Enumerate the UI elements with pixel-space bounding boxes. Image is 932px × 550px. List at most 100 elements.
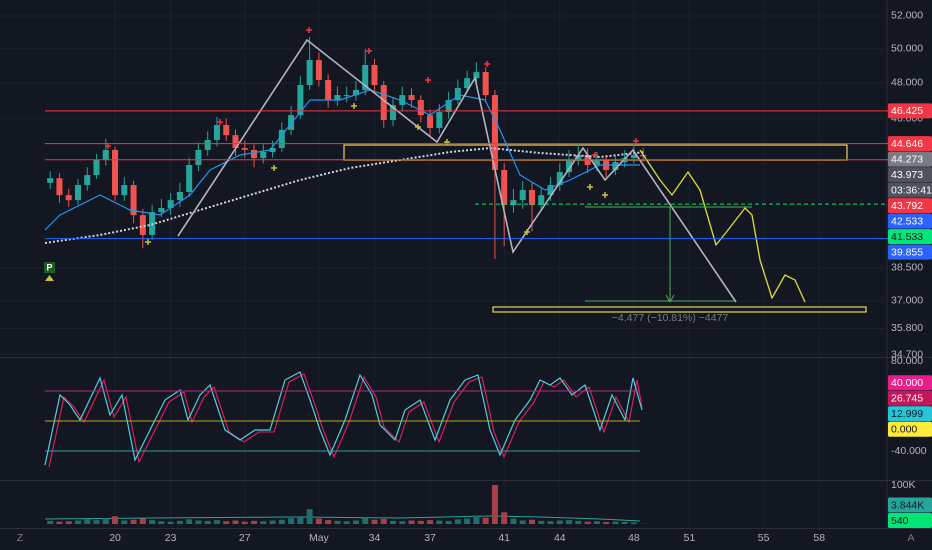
candle-body	[519, 189, 526, 201]
candle-body	[510, 200, 517, 205]
candle-body	[343, 95, 350, 97]
candle-body	[445, 100, 452, 113]
price-tag-label: 41.533	[891, 231, 923, 243]
x-tick-label: 23	[165, 532, 177, 544]
volume-bar	[464, 518, 471, 524]
volume-bar	[306, 509, 313, 524]
candle-body	[204, 139, 211, 150]
volume-bar	[612, 521, 619, 524]
y-tick-label: 35.800	[891, 322, 923, 334]
candle-body	[130, 185, 137, 216]
y-tick-label: 34.700	[891, 348, 923, 360]
candle-body	[464, 78, 471, 89]
volume-bar	[278, 519, 285, 524]
candle-body	[417, 100, 424, 116]
candle-body	[288, 115, 295, 130]
volume-bar	[491, 484, 498, 524]
volume-bar	[584, 521, 591, 524]
fractal-high	[105, 27, 639, 158]
candle-body	[408, 95, 415, 101]
price-tag-label: 0.000	[891, 424, 917, 436]
candle-body	[74, 185, 81, 201]
volume-bar	[195, 520, 202, 524]
x-tick-label: 51	[684, 532, 696, 544]
arrow-head	[665, 294, 675, 304]
volume-bar	[510, 518, 517, 524]
volume-bar	[343, 521, 350, 524]
price-tag	[888, 151, 932, 167]
grid	[0, 0, 885, 528]
volume-bar	[176, 520, 183, 524]
volume-bar	[232, 520, 239, 524]
volume-bar	[547, 521, 554, 524]
price-tag	[888, 167, 932, 183]
candles	[47, 37, 647, 259]
volume-bar	[630, 522, 637, 524]
price-tag	[888, 198, 932, 214]
volume-bar	[74, 520, 81, 524]
candle-body	[371, 65, 378, 86]
measure-label: −4.477 (−10.81%) −4477	[612, 312, 729, 324]
volume-bar	[371, 519, 378, 524]
x-tick-label: 44	[554, 532, 566, 544]
candle-body	[241, 148, 248, 150]
price-tag-label: 26.745	[891, 393, 923, 405]
candle-body	[102, 149, 109, 160]
candle-body	[251, 149, 258, 159]
volume-bar	[130, 519, 137, 524]
candle-body	[630, 155, 637, 159]
candle-body	[501, 169, 508, 205]
candle-body	[491, 95, 498, 170]
volume-bar	[566, 520, 573, 524]
candle-body	[93, 159, 100, 176]
volume-bar	[204, 520, 211, 524]
volume-bar	[519, 520, 526, 524]
volume-bar	[269, 520, 276, 524]
candle-body	[566, 159, 573, 173]
icon-label[interactable]: A	[907, 532, 914, 544]
candle-body	[352, 89, 359, 96]
volume-bar	[538, 520, 545, 524]
oscillator-signal	[48, 373, 643, 468]
price-tag	[888, 229, 932, 245]
volume-bar	[84, 519, 91, 524]
price-tag-label: 43.973	[891, 169, 923, 181]
candle-body	[473, 72, 480, 79]
price-tag-label: 39.855	[891, 246, 923, 258]
volume-bar	[334, 520, 341, 524]
volume-bar	[473, 515, 480, 524]
y-tick-label: 50.000	[891, 43, 923, 55]
price-tag	[888, 244, 932, 260]
volume-bar	[288, 518, 295, 524]
volume-bar	[297, 516, 304, 524]
candle-body	[593, 159, 600, 165]
candle-body	[436, 112, 443, 128]
volume-bar	[603, 522, 610, 524]
price-tag-label: 43.792	[891, 200, 923, 212]
marker-label: P	[46, 262, 52, 272]
volume-bar	[362, 517, 369, 524]
price-tag	[888, 213, 932, 229]
price-tag	[888, 421, 932, 437]
target-box	[492, 306, 867, 313]
candle-body	[56, 178, 63, 196]
countdown-box	[888, 182, 932, 198]
marker-box	[44, 262, 55, 273]
y-tick-label: 52.000	[891, 10, 923, 22]
volume-bar	[593, 521, 600, 524]
fractal-low	[145, 103, 608, 245]
volume-bar	[260, 521, 267, 524]
price-tag-label: 3.844K	[891, 499, 924, 511]
volume-bar	[47, 520, 54, 524]
y-tick-label: 100K	[891, 479, 916, 491]
volume-bar	[223, 521, 230, 524]
volume-bar	[575, 520, 582, 524]
candle-body	[362, 65, 369, 90]
candle-body	[112, 149, 119, 196]
candle-body	[121, 185, 128, 196]
candle-body	[65, 195, 72, 201]
icon-label[interactable]: Z	[17, 532, 24, 544]
candle-body	[158, 208, 165, 213]
